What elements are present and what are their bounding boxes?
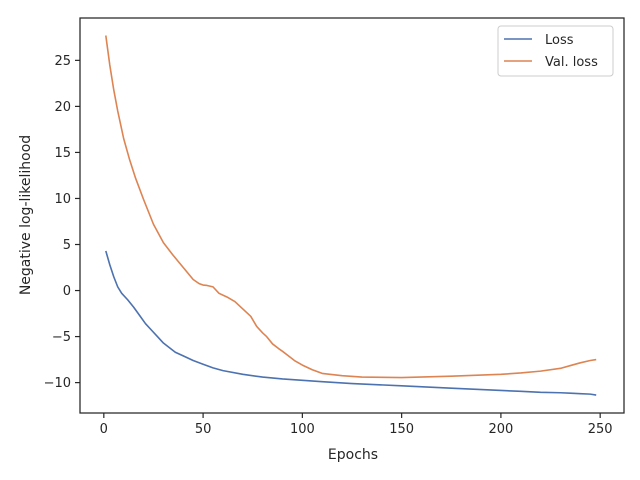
x-tick-label: 100 xyxy=(290,422,315,437)
y-tick-label: 10 xyxy=(54,192,71,207)
y-tick-label: −5 xyxy=(52,330,71,345)
x-tick-label: 250 xyxy=(588,422,613,437)
y-tick-label: 25 xyxy=(54,54,71,69)
legend: Loss Val. loss xyxy=(497,25,614,77)
legend-label-val-loss: Val. loss xyxy=(545,55,598,70)
y-axis-ticks: −10 −5 0 5 10 15 20 25 xyxy=(44,54,80,391)
plot-frame xyxy=(79,17,625,414)
y-axis-label: Negative log-likelihood xyxy=(18,135,34,295)
x-tick-label: 50 xyxy=(195,422,212,437)
x-tick-label: 0 xyxy=(100,422,108,437)
x-axis-label: Epochs xyxy=(328,447,378,463)
series-line-val-loss xyxy=(105,35,597,379)
y-tick-label: 5 xyxy=(63,238,71,253)
plot-lines xyxy=(105,35,597,396)
y-tick-label: 20 xyxy=(54,100,71,115)
legend-label-loss: Loss xyxy=(545,33,574,48)
x-tick-label: 200 xyxy=(488,422,513,437)
x-tick-label: 150 xyxy=(389,422,414,437)
y-tick-label: 0 xyxy=(63,284,71,299)
y-tick-label: −10 xyxy=(44,376,71,391)
x-axis-ticks: 0 50 100 150 200 250 xyxy=(100,413,613,437)
y-tick-label: 15 xyxy=(54,146,71,161)
series-line-loss xyxy=(105,250,597,396)
